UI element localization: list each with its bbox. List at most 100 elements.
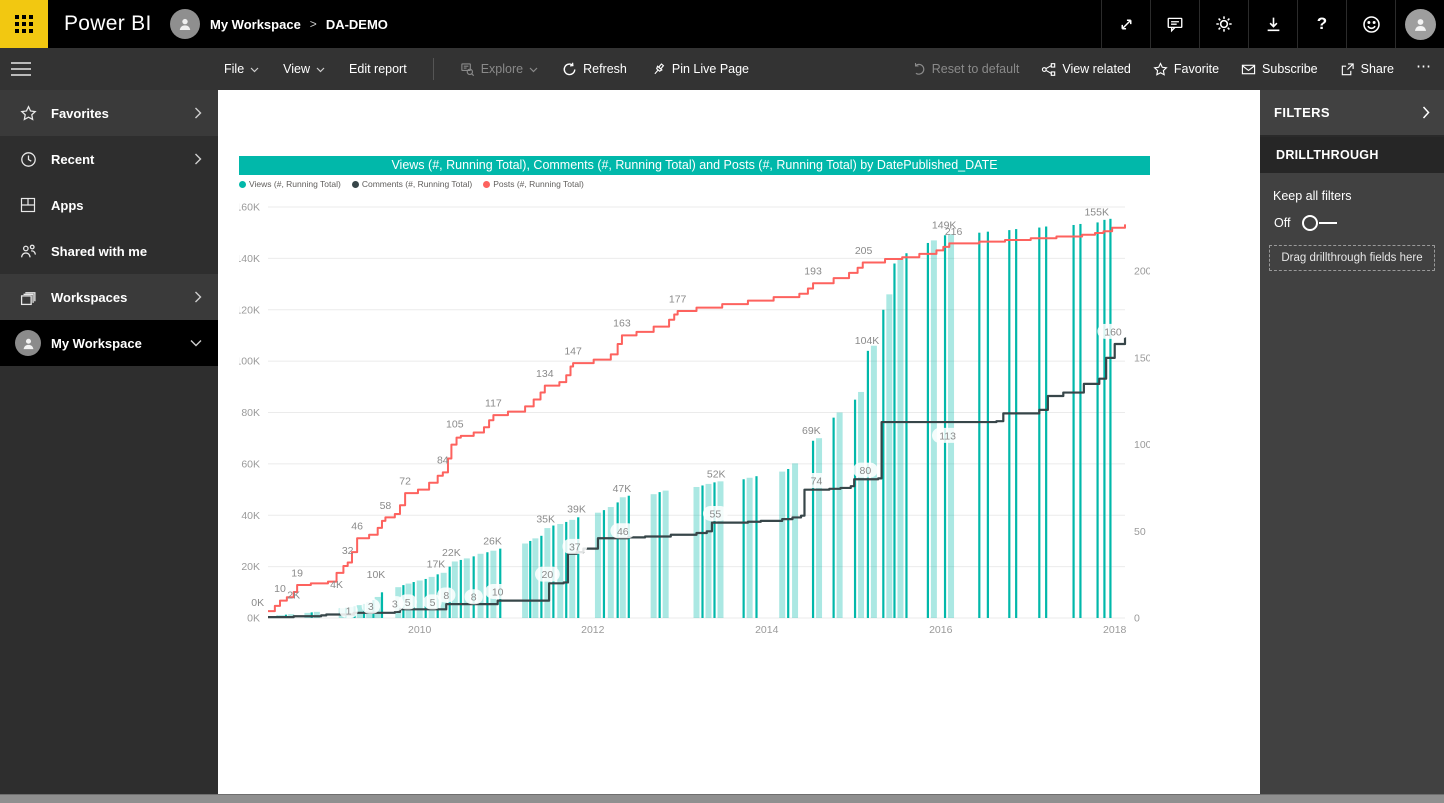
views-bar[interactable] [930, 240, 937, 619]
views-bar[interactable] [356, 605, 363, 618]
pin-live-page-button[interactable]: Pin Live Page [651, 62, 749, 77]
views-bar[interactable] [742, 479, 745, 618]
views-bar[interactable] [866, 350, 869, 618]
feedback-button[interactable] [1346, 0, 1395, 48]
views-bar[interactable] [522, 543, 529, 618]
legend-item-posts[interactable]: Posts (#, Running Total) [483, 179, 584, 189]
views-bar[interactable] [1038, 227, 1041, 619]
favorite-button[interactable]: Favorite [1153, 61, 1219, 77]
views-bar[interactable] [870, 345, 877, 618]
views-bar[interactable] [836, 412, 843, 619]
views-bar[interactable] [477, 553, 484, 618]
comments-button[interactable] [1150, 0, 1199, 48]
view-related-button[interactable]: View related [1041, 62, 1131, 77]
views-bar[interactable] [650, 494, 657, 618]
views-bar[interactable] [882, 309, 885, 618]
views-bar[interactable] [1109, 218, 1112, 618]
waffle-menu-button[interactable] [0, 0, 48, 48]
views-bar[interactable] [616, 502, 619, 618]
comments-line[interactable] [268, 337, 1127, 619]
explore-menu-button[interactable]: Explore [460, 62, 538, 77]
views-bar[interactable] [658, 492, 661, 618]
views-bar[interactable] [451, 561, 458, 618]
file-menu-button[interactable]: File [224, 62, 259, 76]
views-bar[interactable] [816, 438, 823, 618]
views-bar[interactable] [717, 481, 724, 618]
views-bar[interactable] [532, 538, 539, 618]
views-bar[interactable] [472, 556, 475, 618]
views-bar[interactable] [948, 234, 955, 618]
views-bar[interactable] [1015, 229, 1018, 618]
views-bar[interactable] [853, 399, 857, 618]
views-bar[interactable] [416, 580, 423, 618]
download-button[interactable] [1248, 0, 1297, 48]
posts-line[interactable] [268, 224, 1126, 613]
views-bar[interactable] [607, 507, 614, 618]
legend-item-views[interactable]: Views (#, Running Total) [239, 179, 341, 189]
views-bar[interactable] [926, 242, 929, 618]
views-bar[interactable] [313, 611, 320, 618]
views-bar[interactable] [755, 476, 758, 618]
views-bar[interactable] [705, 483, 712, 618]
views-bar[interactable] [565, 521, 568, 618]
view-menu-button[interactable]: View [283, 62, 325, 76]
views-bar[interactable] [569, 519, 576, 618]
views-bar[interactable] [463, 558, 470, 618]
sidebar-item-recent[interactable]: Recent [0, 136, 218, 182]
views-bar[interactable] [662, 490, 669, 618]
views-bar[interactable] [779, 471, 786, 618]
help-button[interactable]: ? [1297, 0, 1346, 48]
views-bar[interactable] [943, 235, 947, 618]
refresh-button[interactable]: Refresh [562, 62, 627, 77]
views-bar[interactable] [897, 258, 904, 618]
views-bar[interactable] [459, 559, 462, 618]
views-bar[interactable] [499, 548, 502, 618]
breadcrumb-workspace[interactable]: My Workspace [210, 16, 301, 32]
views-bar[interactable] [832, 417, 835, 618]
views-bar[interactable] [529, 540, 532, 618]
views-bar[interactable] [893, 263, 896, 618]
sidebar-item-apps[interactable]: Apps [0, 182, 218, 228]
more-options-button[interactable]: ⋯ [1416, 57, 1432, 81]
views-bar[interactable] [1072, 224, 1075, 618]
fullscreen-button[interactable] [1101, 0, 1150, 48]
views-bar[interactable] [986, 231, 989, 618]
views-bar[interactable] [978, 232, 981, 618]
share-button[interactable]: Share [1340, 62, 1394, 77]
views-bar[interactable] [1045, 226, 1048, 618]
views-bar[interactable] [380, 592, 384, 618]
views-bar[interactable] [701, 485, 704, 618]
views-bar[interactable] [1008, 230, 1011, 618]
views-bar[interactable] [746, 477, 753, 618]
filters-header[interactable]: FILTERS [1260, 90, 1444, 137]
views-bar[interactable] [1096, 222, 1099, 618]
horizontal-scrollbar[interactable] [0, 794, 1444, 803]
account-button[interactable] [1395, 0, 1444, 48]
legend-item-comments[interactable]: Comments (#, Running Total) [351, 179, 472, 189]
sidebar-item-shared-with-me[interactable]: Shared with me [0, 228, 218, 274]
views-bar[interactable] [627, 495, 630, 618]
reset-to-default-button[interactable]: Reset to default [912, 62, 1019, 76]
keep-all-filters-toggle[interactable] [1302, 215, 1344, 231]
views-bar[interactable] [713, 482, 716, 618]
views-bar[interactable] [811, 440, 815, 618]
views-bar[interactable] [905, 253, 908, 619]
edit-report-button[interactable]: Edit report [349, 62, 407, 76]
views-bar[interactable] [619, 497, 626, 618]
views-bar[interactable] [594, 512, 601, 618]
drillthrough-dropzone[interactable]: Drag drillthrough fields here [1269, 245, 1435, 271]
views-bar[interactable] [792, 463, 799, 618]
views-bar[interactable] [557, 523, 564, 618]
sidebar-item-favorites[interactable]: Favorites [0, 90, 218, 136]
views-bar[interactable] [1079, 223, 1082, 619]
sidebar-item-workspaces[interactable]: Workspaces [0, 274, 218, 320]
settings-button[interactable] [1199, 0, 1248, 48]
views-bar[interactable] [1103, 219, 1106, 618]
views-bar[interactable] [787, 469, 790, 618]
sidebar-item-my-workspace[interactable]: My Workspace [0, 320, 218, 366]
views-bar[interactable] [486, 552, 489, 618]
views-bar[interactable] [577, 517, 580, 618]
chart-canvas[interactable]: 0K20K40K60K80K100K120K140K160K0501001502… [239, 199, 1150, 649]
views-bar[interactable] [693, 486, 700, 618]
views-bar[interactable] [886, 294, 893, 618]
